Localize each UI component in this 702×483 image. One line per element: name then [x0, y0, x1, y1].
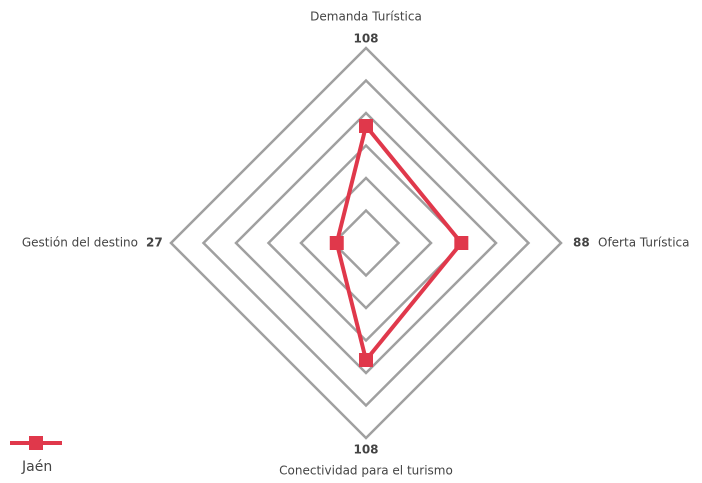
point — [329, 236, 344, 250]
axis-label: Conectividad para el turismo — [279, 464, 453, 478]
axis-label: Oferta Turística — [598, 236, 689, 250]
grid-ring — [299, 176, 433, 310]
grid-ring — [169, 46, 563, 440]
point — [454, 236, 469, 250]
point — [359, 353, 373, 367]
grid-ring — [266, 143, 466, 343]
legend-marker — [29, 436, 43, 450]
value-label: 27 — [146, 236, 163, 250]
grid-ring — [234, 111, 498, 375]
axis-label: Gestión del destino — [22, 236, 138, 250]
grid-ring — [331, 208, 401, 278]
grid-ring — [201, 78, 531, 408]
point — [359, 119, 373, 133]
axis-label: Demanda Turística — [310, 10, 422, 24]
value-label: 88 — [573, 236, 590, 250]
value-label: 108 — [353, 32, 378, 46]
legend-label: Jaén — [21, 459, 52, 475]
value-label: 108 — [353, 443, 378, 457]
